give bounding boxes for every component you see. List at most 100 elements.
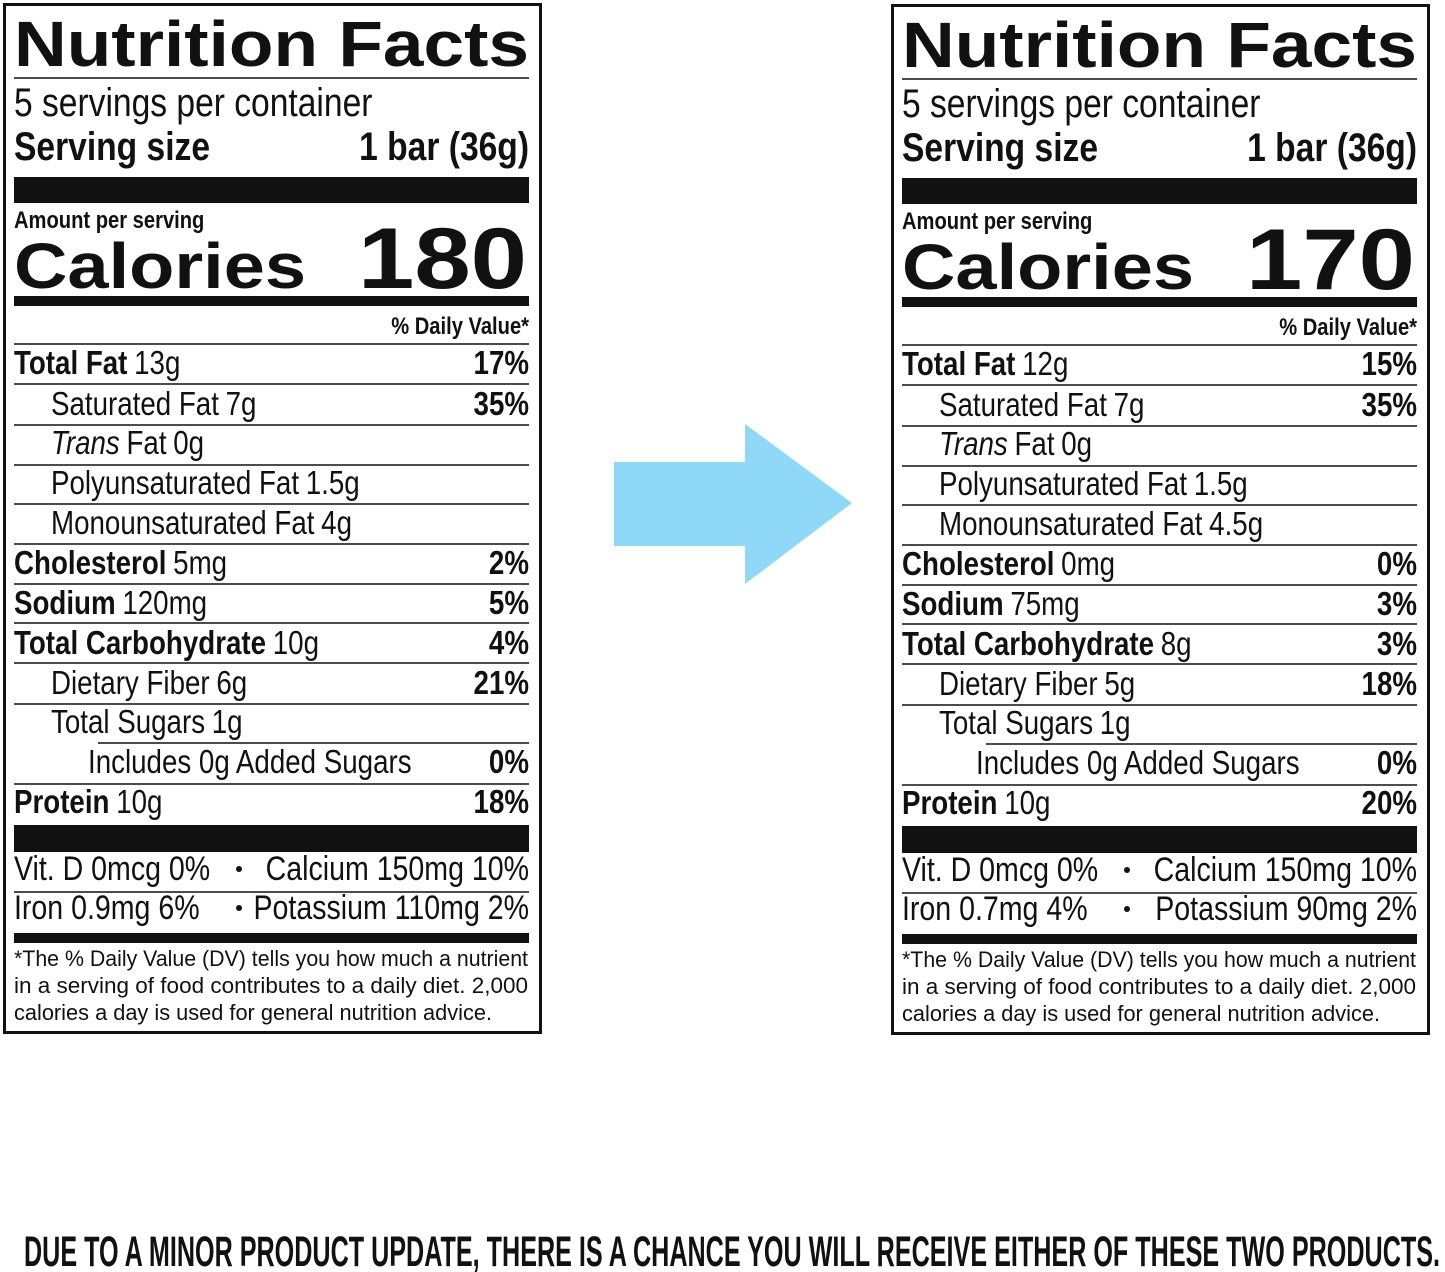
nutrient-amount: 8g xyxy=(1161,626,1192,663)
nutrient-amount: 13g xyxy=(134,345,180,382)
nutrient-name: Includes 0g Added Sugars xyxy=(976,745,1300,782)
nutrient-amount: 1.5g xyxy=(1194,466,1248,503)
nutrient-dv-group: 18% xyxy=(1362,666,1417,703)
nutrient-amount: 75mg xyxy=(1010,586,1079,623)
nutrient-row-group: Saturated Fat 7g xyxy=(51,386,256,423)
nutrient-row: Saturated Fat 7g xyxy=(939,387,1144,424)
nutrient-dv: 35% xyxy=(1362,387,1417,424)
nutrient-amount: 5mg xyxy=(173,545,227,582)
nutrient-dv: 35% xyxy=(474,386,529,423)
label-border xyxy=(3,3,542,1034)
serving-size-label-group: Serving size xyxy=(14,124,210,168)
nutrient-dv: 3% xyxy=(1377,626,1417,663)
nutrient-dv: 15% xyxy=(1362,346,1417,383)
nutrient-name: Cholesterol xyxy=(14,545,166,582)
nutrient-dv: 4% xyxy=(489,625,529,662)
nutrient-dv-group: 4% xyxy=(489,625,529,662)
nutrient-row-group: Dietary Fiber 5g xyxy=(939,666,1135,703)
servings-group: 5 servings per container xyxy=(902,81,1260,125)
nutrient-row-group: Monounsaturated Fat 4.5g xyxy=(939,506,1263,543)
nutrient-name: Sodium xyxy=(902,586,1004,623)
nutrient-row: Total Sugars 1g xyxy=(939,705,1131,742)
mineral-left-group: Iron 0.9mg 6% xyxy=(14,889,200,927)
nutrient-row-group: Cholesterol 0mg xyxy=(902,546,1115,583)
nutrient-name: Saturated Fat xyxy=(939,387,1107,424)
nutrient-name-italic: Trans xyxy=(939,426,1008,463)
nutrient-dv-group: 35% xyxy=(474,386,529,423)
nutrient-name: Dietary Fiber xyxy=(939,666,1098,703)
nutrient-name: Total Sugars xyxy=(51,704,205,741)
arrow xyxy=(614,424,852,584)
nutrient-amount: 1.5g xyxy=(306,465,360,502)
calories-value: 180 xyxy=(358,211,527,307)
notice: DUE TO A MINOR PRODUCT UPDATE, THERE IS … xyxy=(24,1228,1440,1272)
amount-per-serving: Amount per serving xyxy=(14,206,204,233)
nutrient-name: Monounsaturated Fat xyxy=(51,505,315,542)
nutrient-row: Includes 0g Added Sugars xyxy=(88,744,412,781)
mineral-right-group: Calcium 150mg 10% xyxy=(266,850,529,888)
nutrient-row-group: Protein 10g xyxy=(902,785,1050,822)
nutrient-dv-group: 0% xyxy=(489,744,529,781)
medium-bar xyxy=(902,297,1417,307)
servings: 5 servings per container xyxy=(902,81,1260,125)
calories-label: Calories xyxy=(14,230,306,302)
thick-bar xyxy=(14,825,529,852)
nutrient-row: Sodium 120mg xyxy=(14,585,207,622)
serving-size-label-group: Serving size xyxy=(902,125,1098,169)
calories-value: 170 xyxy=(1246,212,1415,308)
footnote-line: in a serving of food contributes to a da… xyxy=(902,974,1416,999)
nutrient-dv: 0% xyxy=(1377,745,1417,782)
label-title: Nutrition Facts xyxy=(14,8,529,80)
nutrient-name: Includes 0g Added Sugars xyxy=(88,744,412,781)
nutrient-amount: 1g xyxy=(1100,705,1131,742)
nutrient-row: Dietary Fiber 6g xyxy=(51,665,247,702)
serving-size-label: Serving size xyxy=(902,125,1098,169)
mineral-left-group: Vit. D 0mcg 0% xyxy=(902,851,1098,889)
nutrient-row-group: Protein 10g xyxy=(14,784,162,821)
nutrient-row-group: Polyunsaturated Fat 1.5g xyxy=(51,465,360,502)
nutrient-row-group: Includes 0g Added Sugars xyxy=(88,744,412,781)
dv-header-group: % Daily Value* xyxy=(391,312,529,339)
nutrient-name: Fat xyxy=(127,425,168,462)
nutrient-dv: 18% xyxy=(474,784,529,821)
bullet xyxy=(236,866,242,872)
servings: 5 servings per container xyxy=(14,80,372,124)
nutrient-name: Total Sugars xyxy=(939,705,1093,742)
nutrient-amount: 5g xyxy=(1104,666,1135,703)
nutrient-amount: 10g xyxy=(116,784,162,821)
nutrient-row: Saturated Fat 7g xyxy=(51,386,256,423)
thick-bar xyxy=(902,826,1417,853)
thick-bar xyxy=(902,178,1417,204)
nutrient-row: Total Carbohydrate 10g xyxy=(14,625,319,662)
nutrient-row-group: Total Fat 13g xyxy=(14,345,180,382)
nutrient-name: Total Fat xyxy=(902,346,1015,383)
nutrient-amount: 4g xyxy=(321,505,352,542)
nutrient-dv: 21% xyxy=(474,665,529,702)
nutrient-amount: 7g xyxy=(1114,387,1145,424)
nutrient-amount: 7g xyxy=(226,386,257,423)
nutrient-amount: 120mg xyxy=(122,585,207,622)
footnote-line: in a serving of food contributes to a da… xyxy=(14,973,528,998)
mineral-right: Potassium 110mg 2% xyxy=(254,889,529,927)
medium-bar xyxy=(14,296,529,306)
nutrient-amount: 4.5g xyxy=(1209,506,1263,543)
nutrient-dv-group: 2% xyxy=(489,545,529,582)
servings-group: 5 servings per container xyxy=(14,80,372,124)
nutrient-row-group: Total Carbohydrate 8g xyxy=(902,626,1192,663)
nutrient-row-group: Sodium 120mg xyxy=(14,585,207,622)
dv-header: % Daily Value* xyxy=(391,312,529,339)
nutrient-dv: 3% xyxy=(1377,586,1417,623)
nutrient-name: Total Fat xyxy=(14,345,127,382)
nutrient-row-group: Total Carbohydrate 10g xyxy=(14,625,319,662)
nutrient-name: Sodium xyxy=(14,585,116,622)
nutrient-row: Sodium 75mg xyxy=(902,586,1080,623)
bullet xyxy=(1124,906,1130,912)
mineral-right: Calcium 150mg 10% xyxy=(1154,851,1417,889)
nutrient-row-group: Includes 0g Added Sugars xyxy=(976,745,1300,782)
dv-header: % Daily Value* xyxy=(1279,313,1417,340)
nutrient-name: Protein xyxy=(902,785,997,822)
nutrient-dv-group: 5% xyxy=(489,585,529,622)
nutrient-row: Protein 10g xyxy=(902,785,1050,822)
